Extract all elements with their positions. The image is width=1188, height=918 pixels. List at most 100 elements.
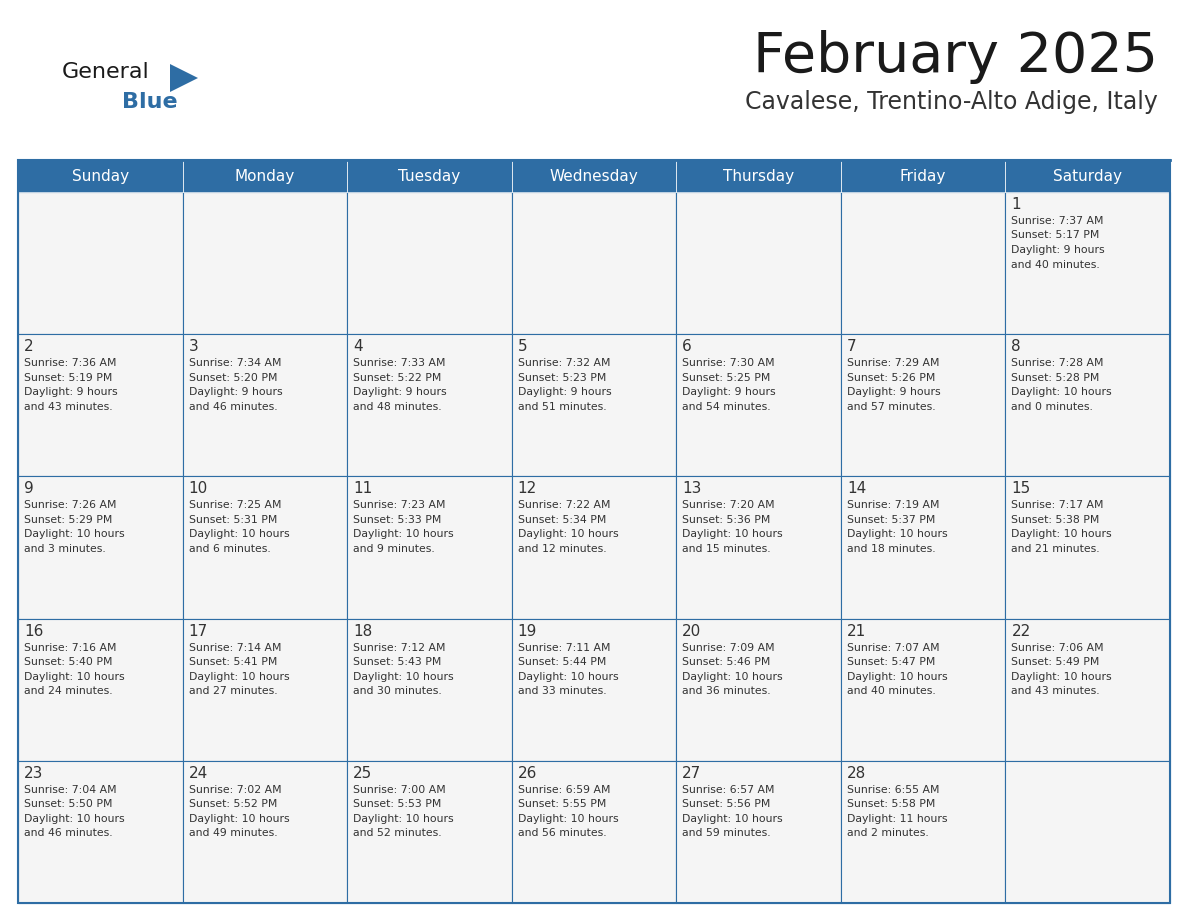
Text: Sunset: 5:58 PM: Sunset: 5:58 PM — [847, 800, 935, 810]
Bar — [1005, 761, 1170, 903]
Bar — [841, 619, 1005, 761]
Text: Sunrise: 7:26 AM: Sunrise: 7:26 AM — [24, 500, 116, 510]
Bar — [183, 192, 347, 334]
Text: and 43 minutes.: and 43 minutes. — [24, 402, 113, 411]
Bar — [183, 334, 347, 476]
Text: Cavalese, Trentino-Alto Adige, Italy: Cavalese, Trentino-Alto Adige, Italy — [745, 90, 1158, 114]
Text: Sunrise: 7:28 AM: Sunrise: 7:28 AM — [1011, 358, 1104, 368]
Text: and 40 minutes.: and 40 minutes. — [1011, 260, 1100, 270]
Bar — [183, 619, 347, 761]
Text: Sunrise: 7:04 AM: Sunrise: 7:04 AM — [24, 785, 116, 795]
Text: 18: 18 — [353, 623, 372, 639]
Text: Sunrise: 7:22 AM: Sunrise: 7:22 AM — [518, 500, 611, 510]
Text: Friday: Friday — [901, 169, 947, 184]
Polygon shape — [170, 64, 198, 92]
Text: Thursday: Thursday — [723, 169, 794, 184]
Text: and 30 minutes.: and 30 minutes. — [353, 686, 442, 696]
Text: and 33 minutes.: and 33 minutes. — [518, 686, 606, 696]
Text: Sunset: 5:46 PM: Sunset: 5:46 PM — [682, 657, 771, 667]
Text: and 12 minutes.: and 12 minutes. — [518, 543, 606, 554]
Text: Daylight: 10 hours: Daylight: 10 hours — [189, 672, 289, 681]
Text: and 2 minutes.: and 2 minutes. — [847, 828, 929, 838]
Text: 4: 4 — [353, 339, 362, 354]
Text: 1: 1 — [1011, 197, 1020, 212]
Text: Daylight: 10 hours: Daylight: 10 hours — [189, 530, 289, 540]
Bar — [347, 334, 512, 476]
Bar — [841, 334, 1005, 476]
Text: 28: 28 — [847, 766, 866, 781]
Bar — [841, 761, 1005, 903]
Text: and 54 minutes.: and 54 minutes. — [682, 402, 771, 411]
Text: Daylight: 10 hours: Daylight: 10 hours — [518, 530, 618, 540]
Text: 24: 24 — [189, 766, 208, 781]
Text: and 3 minutes.: and 3 minutes. — [24, 543, 106, 554]
Text: Sunrise: 7:23 AM: Sunrise: 7:23 AM — [353, 500, 446, 510]
Text: and 15 minutes.: and 15 minutes. — [682, 543, 771, 554]
Text: Sunset: 5:41 PM: Sunset: 5:41 PM — [189, 657, 277, 667]
Text: Sunset: 5:44 PM: Sunset: 5:44 PM — [518, 657, 606, 667]
Bar — [841, 192, 1005, 334]
Text: Sunset: 5:55 PM: Sunset: 5:55 PM — [518, 800, 606, 810]
Text: Sunrise: 7:37 AM: Sunrise: 7:37 AM — [1011, 216, 1104, 226]
Bar — [676, 160, 841, 192]
Bar — [512, 160, 676, 192]
Text: and 48 minutes.: and 48 minutes. — [353, 402, 442, 411]
Bar — [676, 761, 841, 903]
Text: and 59 minutes.: and 59 minutes. — [682, 828, 771, 838]
Bar — [347, 476, 512, 619]
Bar — [18, 334, 183, 476]
Text: and 18 minutes.: and 18 minutes. — [847, 543, 935, 554]
Text: Sunset: 5:22 PM: Sunset: 5:22 PM — [353, 373, 442, 383]
Text: Sunset: 5:40 PM: Sunset: 5:40 PM — [24, 657, 113, 667]
Text: Sunrise: 6:57 AM: Sunrise: 6:57 AM — [682, 785, 775, 795]
Text: Sunset: 5:23 PM: Sunset: 5:23 PM — [518, 373, 606, 383]
Bar — [512, 619, 676, 761]
Text: Sunrise: 7:34 AM: Sunrise: 7:34 AM — [189, 358, 282, 368]
Text: Saturday: Saturday — [1054, 169, 1123, 184]
Bar — [1005, 476, 1170, 619]
Text: Sunrise: 6:55 AM: Sunrise: 6:55 AM — [847, 785, 940, 795]
Text: Daylight: 9 hours: Daylight: 9 hours — [847, 387, 941, 397]
Text: 2: 2 — [24, 339, 33, 354]
Bar — [1005, 334, 1170, 476]
Text: Sunrise: 7:02 AM: Sunrise: 7:02 AM — [189, 785, 282, 795]
Text: Daylight: 10 hours: Daylight: 10 hours — [518, 672, 618, 681]
Text: Daylight: 10 hours: Daylight: 10 hours — [847, 672, 948, 681]
Bar — [347, 619, 512, 761]
Bar — [183, 160, 347, 192]
Text: Tuesday: Tuesday — [398, 169, 461, 184]
Text: 6: 6 — [682, 339, 693, 354]
Bar — [841, 160, 1005, 192]
Text: Daylight: 11 hours: Daylight: 11 hours — [847, 813, 947, 823]
Text: Sunset: 5:19 PM: Sunset: 5:19 PM — [24, 373, 113, 383]
Text: 5: 5 — [518, 339, 527, 354]
Text: Sunrise: 7:20 AM: Sunrise: 7:20 AM — [682, 500, 775, 510]
Text: Sunrise: 7:09 AM: Sunrise: 7:09 AM — [682, 643, 775, 653]
Text: Sunrise: 7:32 AM: Sunrise: 7:32 AM — [518, 358, 611, 368]
Text: Sunset: 5:28 PM: Sunset: 5:28 PM — [1011, 373, 1100, 383]
Text: Daylight: 9 hours: Daylight: 9 hours — [518, 387, 612, 397]
Text: Sunset: 5:37 PM: Sunset: 5:37 PM — [847, 515, 935, 525]
Text: Sunset: 5:50 PM: Sunset: 5:50 PM — [24, 800, 113, 810]
Text: Daylight: 10 hours: Daylight: 10 hours — [1011, 530, 1112, 540]
Text: Daylight: 10 hours: Daylight: 10 hours — [24, 813, 125, 823]
Text: 20: 20 — [682, 623, 702, 639]
Text: 27: 27 — [682, 766, 702, 781]
Text: Daylight: 10 hours: Daylight: 10 hours — [353, 813, 454, 823]
Text: 9: 9 — [24, 481, 33, 497]
Text: Daylight: 10 hours: Daylight: 10 hours — [353, 530, 454, 540]
Bar — [18, 619, 183, 761]
Bar — [512, 192, 676, 334]
Text: Sunset: 5:20 PM: Sunset: 5:20 PM — [189, 373, 277, 383]
Text: 23: 23 — [24, 766, 44, 781]
Text: Sunrise: 7:14 AM: Sunrise: 7:14 AM — [189, 643, 282, 653]
Text: Daylight: 10 hours: Daylight: 10 hours — [353, 672, 454, 681]
Text: 7: 7 — [847, 339, 857, 354]
Bar — [18, 192, 183, 334]
Text: Sunset: 5:33 PM: Sunset: 5:33 PM — [353, 515, 442, 525]
Text: Daylight: 9 hours: Daylight: 9 hours — [189, 387, 283, 397]
Text: Daylight: 10 hours: Daylight: 10 hours — [682, 530, 783, 540]
Bar — [512, 761, 676, 903]
Bar — [1005, 619, 1170, 761]
Text: Daylight: 10 hours: Daylight: 10 hours — [24, 530, 125, 540]
